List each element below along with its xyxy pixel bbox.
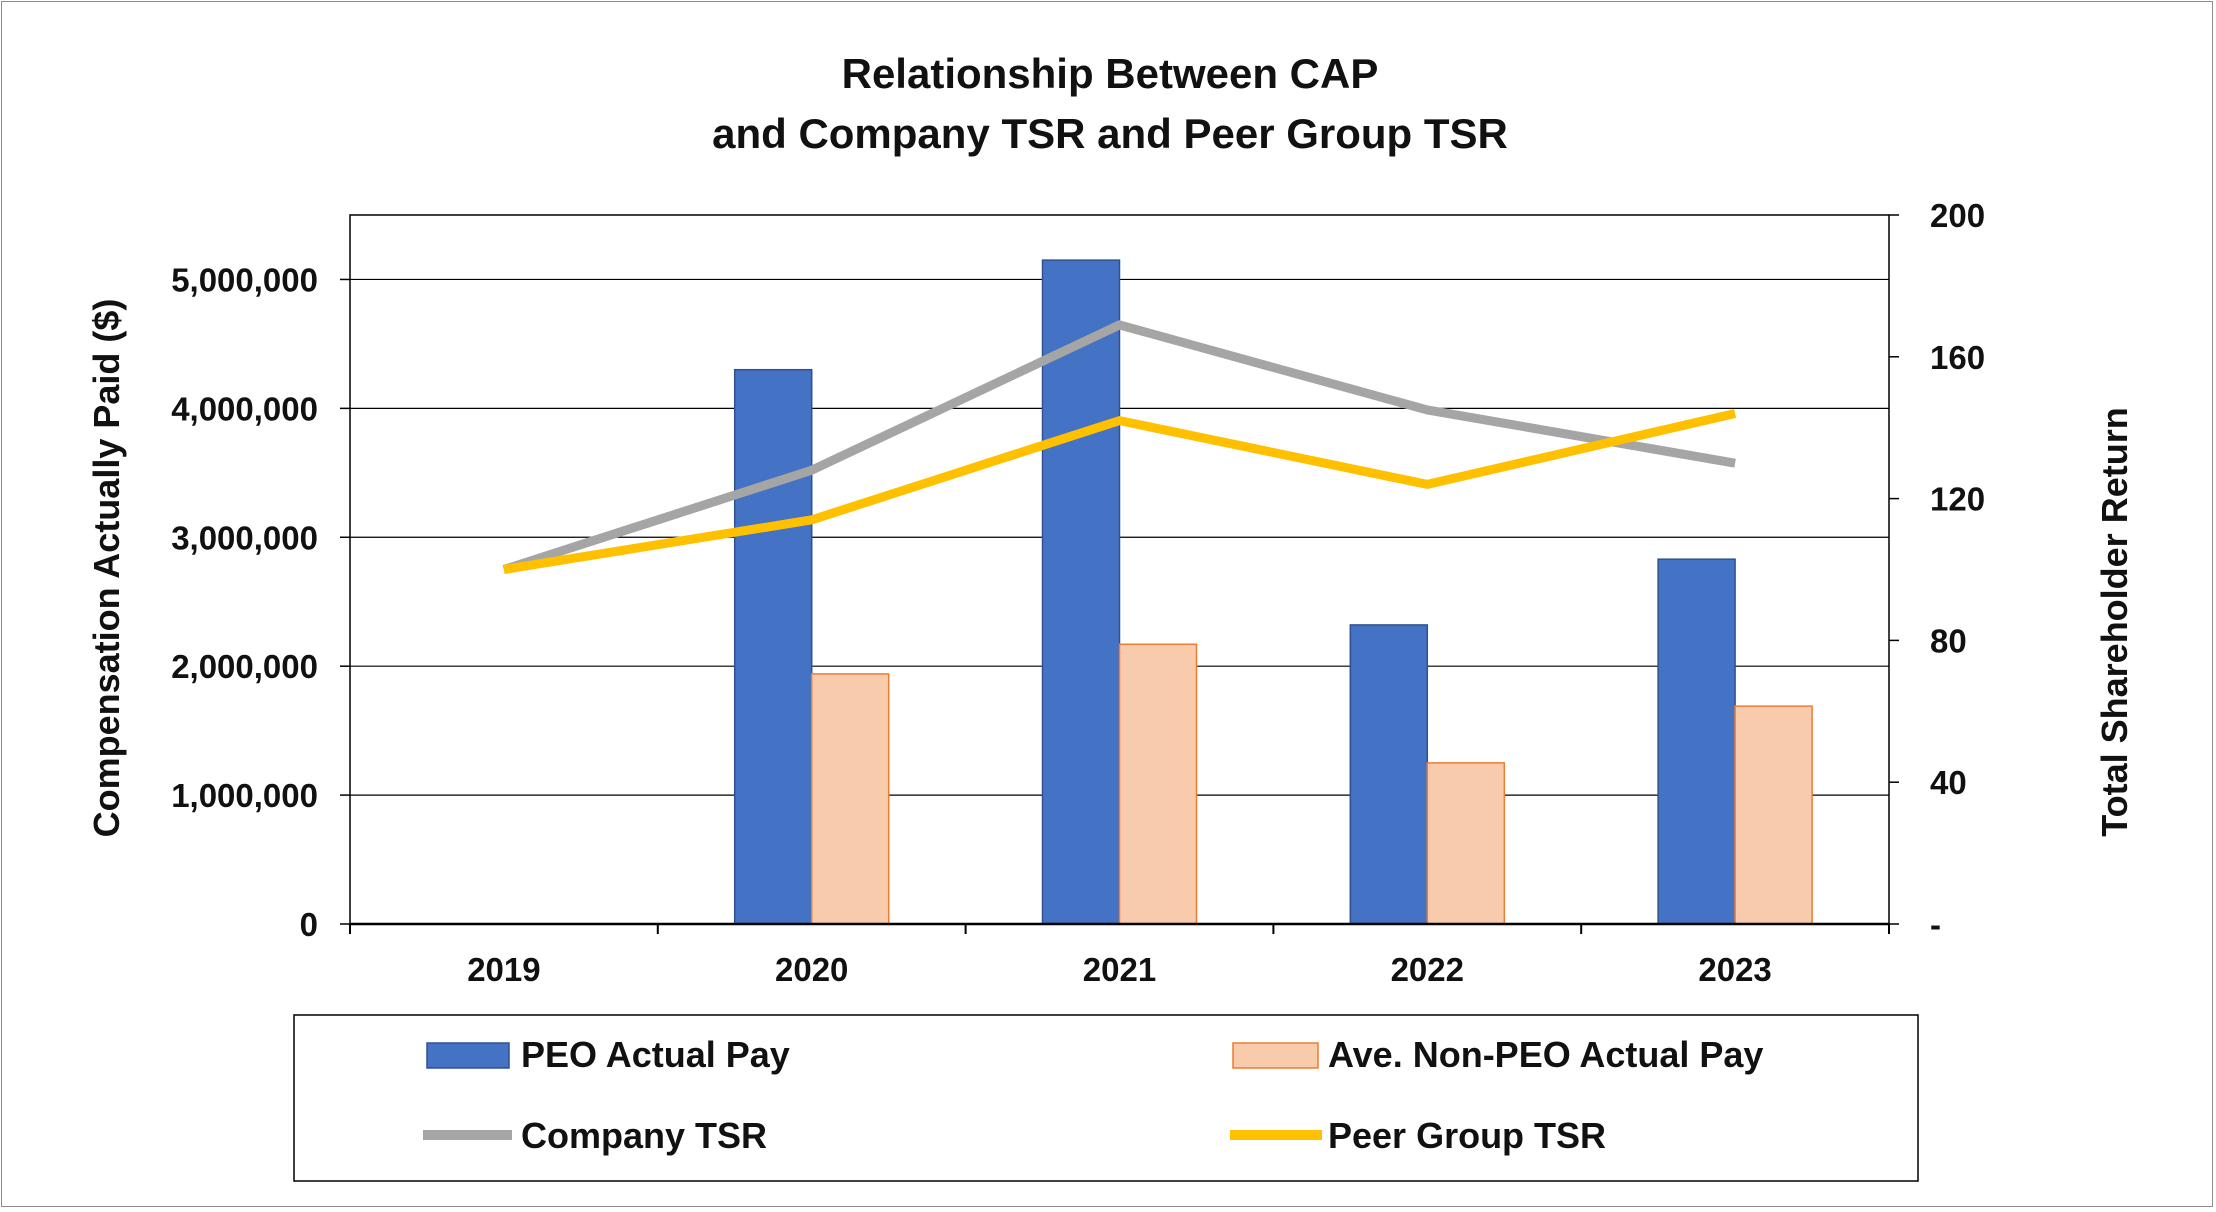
y-right-tick-label: 120 [1930,481,1985,518]
x-tick-label-2020: 2020 [775,951,848,988]
x-tick-label-2019: 2019 [467,951,540,988]
legend-swatch-non-peo-actual-pay [1232,1042,1319,1069]
y-left-tick-label: 3,000,000 [171,519,318,556]
x-tick-label-2022: 2022 [1391,951,1464,988]
x-tick-label-2021: 2021 [1083,951,1156,988]
bar-peo-actual-pay-2023 [1657,558,1736,925]
legend-swatch-peo-actual-pay [426,1042,510,1069]
y-right-tick-label: 40 [1930,764,1967,801]
y-left-tick-label: 1,000,000 [171,777,318,814]
bar-ave-non-peo-actual-pay-2023 [1734,705,1813,925]
bar-ave-non-peo-actual-pay-2022 [1426,762,1506,925]
legend-label-peer-group-tsr: Peer Group TSR [1328,1115,1606,1156]
legend-label-peo-actual-pay: PEO Actual Pay [521,1034,790,1075]
legend-label-company-tsr: Company TSR [521,1115,767,1156]
y-right-tick-label: - [1930,906,1941,943]
bar-ave-non-peo-actual-pay-2021 [1118,643,1198,925]
legend: PEO Actual Pay Ave. Non-PEO Actual Pay C… [293,1014,1919,1182]
bar-ave-non-peo-actual-pay-2020 [810,673,890,925]
y-left-tick-label: 4,000,000 [171,390,318,427]
legend-label-non-peo-actual-pay: Ave. Non-PEO Actual Pay [1328,1034,1763,1075]
bar-peo-actual-pay-2022 [1349,624,1429,925]
y-right-tick-label: 160 [1930,339,1985,376]
line-peer-group-tsr [503,409,1737,574]
x-tick-label-2023: 2023 [1698,951,1771,988]
line-company-tsr [502,320,1736,574]
chart-title-line-1: Relationship Between CAP [842,50,1379,97]
y-axis-right-label: Total Shareholder Return [2094,407,2135,836]
bar-peo-actual-pay-2021 [1041,259,1121,925]
y-axis-left: 0 1,000,000 2,000,000 3,000,000 4,000,000 5,0… [171,261,350,943]
bars [733,259,1813,925]
y-left-tick-label: 5,000,000 [171,261,318,298]
bar-peo-actual-pay-2020 [733,368,813,925]
y-left-tick-label: 0 [300,906,318,943]
y-right-tick-label: 200 [1930,197,1985,234]
chart-title-line-2: and Company TSR and Peer Group TSR [712,110,1508,157]
tsr-lines [502,320,1737,574]
y-left-tick-label: 2,000,000 [171,648,318,685]
y-axis-right: - 40 80 120 160 200 [1889,197,1985,943]
y-axis-left-label: Compensation Actually Paid ($) [86,299,127,838]
x-axis: 2019 2020 2021 2022 2023 [349,924,1890,988]
y-right-tick-label: 80 [1930,622,1967,659]
legend-box [293,1014,1919,1182]
